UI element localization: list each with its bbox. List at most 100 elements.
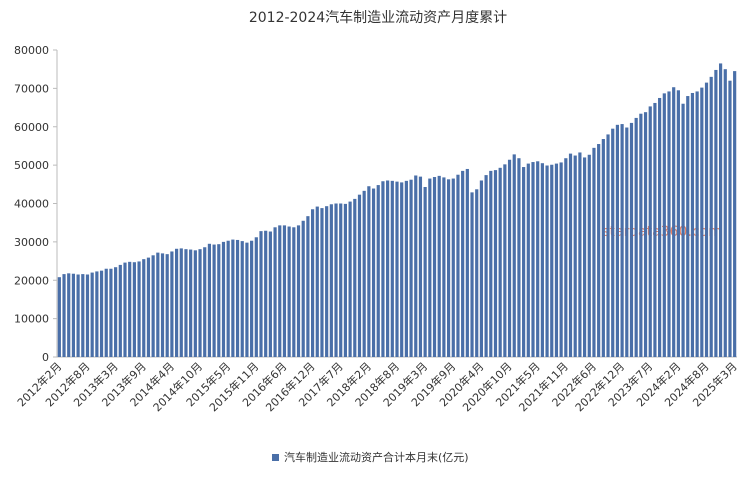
- bar: [531, 162, 535, 357]
- bar: [231, 239, 235, 357]
- bar: [526, 163, 530, 357]
- bar: [587, 154, 591, 357]
- bar: [193, 250, 197, 357]
- bar: [71, 273, 76, 357]
- bar: [278, 225, 282, 357]
- bar: [475, 189, 479, 357]
- bar: [226, 240, 230, 357]
- bar: [686, 96, 690, 358]
- bar: [592, 147, 596, 357]
- bar: [282, 225, 287, 357]
- bar: [582, 157, 587, 357]
- bar: [329, 204, 333, 357]
- bar: [615, 124, 620, 357]
- bar: [367, 186, 371, 357]
- bar: [662, 93, 666, 358]
- bar: [611, 128, 615, 357]
- bar: [156, 252, 160, 357]
- bar: [264, 230, 268, 357]
- bar: [493, 170, 498, 357]
- bar: [268, 231, 272, 357]
- bar: [643, 112, 648, 357]
- bar: [606, 134, 610, 357]
- bar: [76, 274, 80, 357]
- bar: [667, 91, 671, 357]
- bar: [114, 267, 118, 357]
- bar: [250, 240, 254, 357]
- bar: [639, 113, 643, 357]
- y-tick-label: 30000: [14, 236, 49, 249]
- bar: [184, 249, 188, 357]
- bar: [461, 170, 465, 357]
- y-tick-label: 60000: [14, 121, 49, 134]
- bar: [578, 152, 582, 357]
- bar: [653, 102, 657, 358]
- bar: [503, 164, 507, 357]
- bar: [597, 144, 601, 357]
- bar: [315, 206, 319, 357]
- bar: [423, 186, 427, 357]
- bar: [484, 175, 488, 357]
- bar: [81, 274, 85, 357]
- bar: [362, 190, 366, 357]
- bar: [235, 239, 240, 357]
- bar: [334, 203, 338, 357]
- y-tick-label: 80000: [14, 44, 49, 57]
- bar: [170, 251, 174, 357]
- bar: [292, 227, 296, 357]
- bar: [733, 71, 737, 357]
- bar: [146, 257, 151, 357]
- bar: [723, 69, 727, 357]
- bar: [137, 261, 141, 357]
- bar: [536, 161, 540, 357]
- bar: [160, 253, 165, 357]
- bar: [479, 180, 484, 357]
- bar: [409, 179, 413, 357]
- y-tick-label: 20000: [14, 274, 49, 287]
- bar: [451, 178, 455, 357]
- bar: [714, 69, 718, 357]
- bar: [296, 225, 301, 357]
- bar: [428, 178, 432, 357]
- bar: [545, 165, 549, 357]
- bar: [414, 175, 418, 357]
- bar: [57, 277, 61, 357]
- bar: [625, 127, 629, 357]
- bar: [700, 87, 704, 358]
- bar: [151, 255, 155, 357]
- bar: [245, 242, 249, 357]
- bar: [142, 259, 146, 357]
- bar: [718, 63, 723, 358]
- bar: [550, 164, 554, 357]
- bar: [343, 203, 348, 357]
- bar: [564, 158, 568, 357]
- bar: [573, 155, 577, 357]
- bar: [386, 180, 390, 357]
- bar: [672, 87, 676, 357]
- bar: [517, 158, 521, 357]
- chart-title: 2012-2024汽车制造业流动资产月度累计: [249, 9, 507, 26]
- bar: [381, 181, 385, 357]
- bar: [123, 262, 127, 357]
- bar: [709, 76, 713, 358]
- bar: [470, 192, 474, 357]
- bar: [132, 262, 136, 357]
- bar: [109, 268, 113, 357]
- bar: [85, 274, 90, 357]
- bar: [339, 203, 343, 357]
- bar: [728, 80, 732, 357]
- y-tick-label: 50000: [14, 159, 49, 172]
- bar: [62, 274, 66, 357]
- bar: [456, 174, 460, 357]
- y-tick-label: 10000: [14, 313, 49, 326]
- bar: [348, 201, 352, 357]
- bar: [559, 162, 563, 357]
- bar: [198, 249, 202, 357]
- bar: [690, 92, 695, 357]
- bar: [128, 261, 132, 357]
- bar: [512, 154, 516, 357]
- bar: [306, 216, 310, 357]
- bar: [418, 176, 423, 357]
- bar: [676, 90, 680, 357]
